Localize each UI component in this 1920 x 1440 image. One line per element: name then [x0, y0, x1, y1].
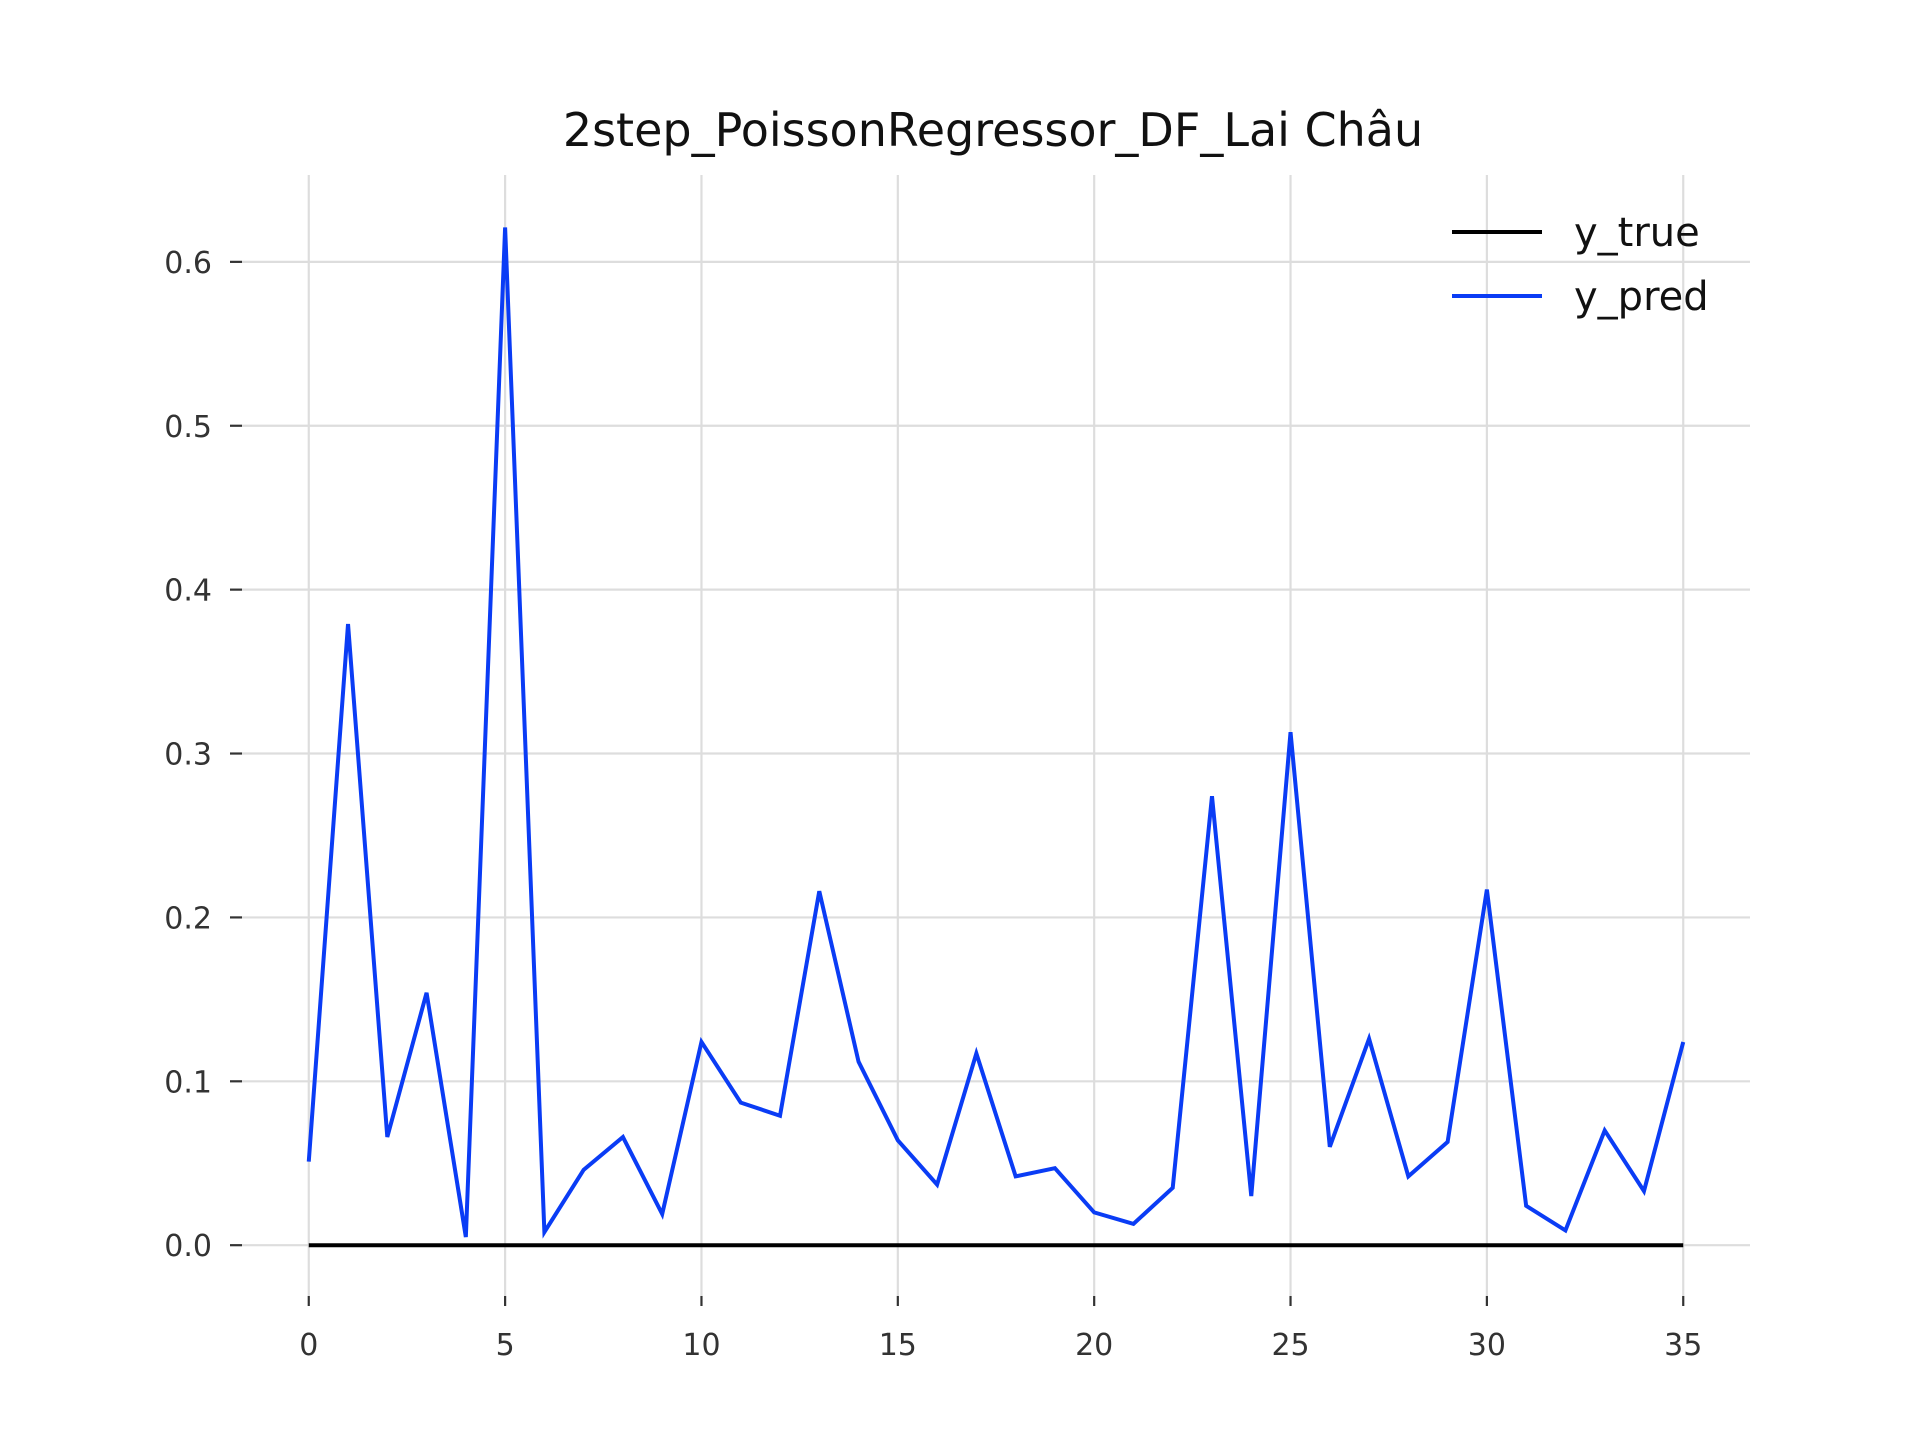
y-tick-label: 0.0	[164, 1229, 212, 1264]
x-tick-label: 20	[1075, 1328, 1113, 1363]
y-tick-label: 0.3	[164, 738, 212, 773]
series-lines	[306, 227, 1686, 1248]
legend-label-y-pred: y_pred	[1574, 274, 1709, 320]
x-tick-label: 35	[1664, 1328, 1702, 1363]
y-tick-label: 0.6	[164, 246, 212, 281]
x-tick-label: 10	[682, 1328, 720, 1363]
legend-label-y-true: y_true	[1574, 210, 1700, 256]
x-tick-label: 30	[1468, 1328, 1506, 1363]
legend: y_true y_pred	[1452, 210, 1709, 320]
chart-title: 2step_PoissonRegressor_DF_Lai Châu	[563, 103, 1423, 157]
x-tick-label: 0	[299, 1328, 318, 1363]
x-tick-label: 25	[1271, 1328, 1309, 1363]
y-tick-label: 0.1	[164, 1065, 212, 1100]
x-tick-label: 15	[879, 1328, 917, 1363]
y-tick-label: 0.2	[164, 901, 212, 936]
x-tick-label: 5	[496, 1328, 515, 1363]
series-line-y-pred	[306, 227, 1686, 1239]
y-tick-label: 0.5	[164, 410, 212, 445]
axis-ticks: 0 5 10 15 20 25 30 35 0.0 0.1 0.2 0.3 0.4 0.5 0.6	[164, 246, 1702, 1363]
y-tick-label: 0.4	[164, 574, 212, 609]
